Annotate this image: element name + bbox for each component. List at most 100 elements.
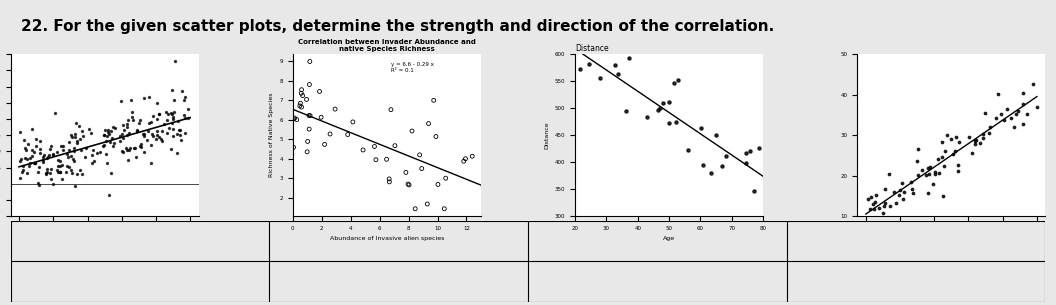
- Point: [457, 156, 474, 161]
- Point: [12, 130, 29, 135]
- Point: [934, 139, 950, 144]
- Point: [301, 113, 318, 118]
- Point: [1029, 105, 1045, 110]
- Point: [169, 132, 186, 137]
- Point: [149, 132, 166, 137]
- Point: [998, 106, 1015, 111]
- Point: [114, 135, 131, 140]
- Point: [882, 203, 899, 208]
- Point: [298, 97, 315, 102]
- Point: [126, 146, 143, 151]
- Point: [419, 202, 436, 206]
- Point: [77, 155, 94, 160]
- Point: [149, 128, 166, 133]
- Point: [746, 189, 762, 194]
- Point: [72, 167, 89, 172]
- Point: [867, 200, 884, 205]
- Point: [871, 205, 888, 210]
- Point: [316, 142, 333, 147]
- Point: [98, 134, 115, 138]
- Point: [95, 133, 112, 138]
- Point: [42, 146, 59, 151]
- Point: [136, 134, 153, 138]
- X-axis label: Age: Age: [663, 236, 675, 242]
- Point: [949, 163, 966, 168]
- Point: [16, 137, 33, 142]
- Point: [102, 170, 119, 175]
- Point: [880, 171, 897, 176]
- Point: [871, 217, 888, 222]
- Point: [122, 98, 139, 103]
- Point: [862, 207, 879, 212]
- Point: [129, 127, 146, 132]
- Point: [964, 151, 981, 156]
- Point: [874, 210, 891, 215]
- Point: [937, 148, 954, 153]
- Point: [285, 117, 302, 121]
- Point: [903, 187, 920, 192]
- Point: [693, 126, 710, 131]
- Point: [1007, 111, 1024, 116]
- Point: [34, 155, 51, 160]
- Point: [180, 107, 196, 112]
- Point: [18, 170, 35, 175]
- Point: [112, 139, 129, 144]
- Point: [52, 170, 69, 175]
- Text: y = 6.6 - 0.29 x
R² = 0.1: y = 6.6 - 0.29 x R² = 0.1: [391, 62, 434, 73]
- Point: [32, 146, 49, 151]
- Point: [12, 176, 29, 181]
- Point: [32, 151, 49, 156]
- Point: [920, 166, 937, 171]
- Point: [14, 164, 31, 169]
- Point: [172, 133, 189, 138]
- Point: [119, 117, 136, 122]
- Point: [158, 131, 175, 136]
- Point: [1019, 112, 1036, 117]
- Point: [99, 129, 116, 134]
- Point: [407, 206, 423, 211]
- Point: [75, 134, 92, 138]
- Point: [112, 134, 129, 138]
- Point: [52, 163, 69, 168]
- Point: [31, 139, 48, 144]
- Point: [121, 147, 138, 152]
- Point: [886, 189, 903, 194]
- X-axis label: Abundance of Invasive alien species: Abundance of Invasive alien species: [329, 236, 445, 242]
- Point: [909, 147, 926, 152]
- Point: [918, 173, 935, 178]
- Point: [176, 95, 193, 99]
- Point: [610, 72, 627, 77]
- Point: [68, 120, 84, 125]
- Point: [751, 145, 768, 150]
- Point: [135, 131, 152, 136]
- Point: [84, 148, 101, 152]
- Point: [967, 138, 984, 143]
- Point: [1005, 125, 1022, 130]
- Y-axis label: Richness of Native Species: Richness of Native Species: [269, 93, 274, 178]
- Point: [86, 159, 102, 164]
- Point: [939, 133, 956, 138]
- Point: [921, 165, 938, 170]
- Point: [143, 160, 159, 165]
- Point: [30, 182, 46, 187]
- Point: [1015, 122, 1032, 127]
- Point: [14, 170, 31, 174]
- Point: [966, 142, 983, 146]
- Point: [163, 111, 180, 116]
- Point: [865, 207, 882, 212]
- Point: [921, 172, 938, 177]
- Point: [166, 98, 183, 102]
- Point: [876, 186, 893, 191]
- Point: [63, 170, 80, 175]
- Point: [288, 117, 305, 122]
- Point: [951, 139, 968, 144]
- Point: [177, 116, 194, 121]
- Point: [436, 206, 453, 211]
- Point: [35, 160, 52, 164]
- Point: [946, 149, 963, 154]
- Point: [161, 126, 177, 131]
- Point: [44, 182, 61, 187]
- Point: [420, 121, 437, 126]
- Point: [17, 145, 34, 150]
- Point: [413, 166, 430, 171]
